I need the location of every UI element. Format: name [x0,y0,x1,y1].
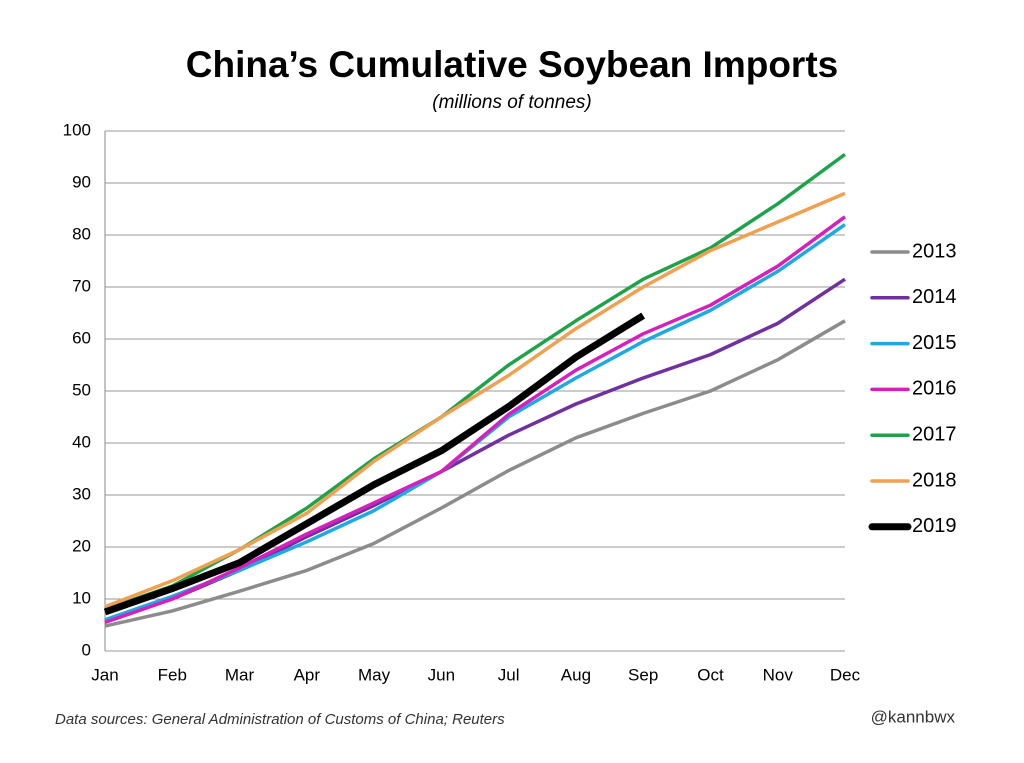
x-tick-label: Feb [158,665,187,684]
series-line [104,319,846,628]
x-tick-label: Nov [763,665,794,684]
x-tick-label: Aug [561,665,591,684]
x-tick-label: Dec [830,665,861,684]
series-line [104,191,846,609]
y-tick-label: 80 [72,224,91,243]
x-tick-label: Mar [225,665,255,684]
y-tick-label: 50 [72,380,91,399]
x-tick-label: May [358,665,391,684]
legend-label: 2019 [912,515,957,537]
series-line [103,312,646,616]
x-tick-label: Jan [91,665,118,684]
legend-label: 2015 [912,332,957,354]
legend-label: 2016 [912,378,957,400]
source-note: Data sources: General Administration of … [55,711,505,728]
chart-subtitle: (millions of tonnes) [432,92,591,113]
y-tick-label: 90 [72,172,91,191]
y-tick-label: 0 [82,640,91,659]
y-tick-label: 100 [63,120,91,139]
y-tick-label: 20 [72,536,91,555]
y-tick-label: 40 [72,432,91,451]
legend-label: 2017 [912,423,957,445]
legend-label: 2013 [912,240,957,262]
x-tick-label: Jul [498,665,520,684]
y-tick-label: 30 [72,484,91,503]
y-tick-label: 60 [72,328,91,347]
y-tick-label: 10 [72,588,91,607]
y-tick-label: 70 [72,276,91,295]
credit: @kannbwx [871,707,956,726]
series-line [104,215,847,625]
legend-label: 2014 [912,286,957,308]
x-tick-label: Oct [697,665,724,684]
x-tick-label: Sep [628,665,658,684]
x-tick-label: Jun [428,665,455,684]
chart-title: China’s Cumulative Soybean Imports [186,44,838,85]
legend-label: 2018 [912,469,957,491]
x-tick-label: Apr [294,665,321,684]
